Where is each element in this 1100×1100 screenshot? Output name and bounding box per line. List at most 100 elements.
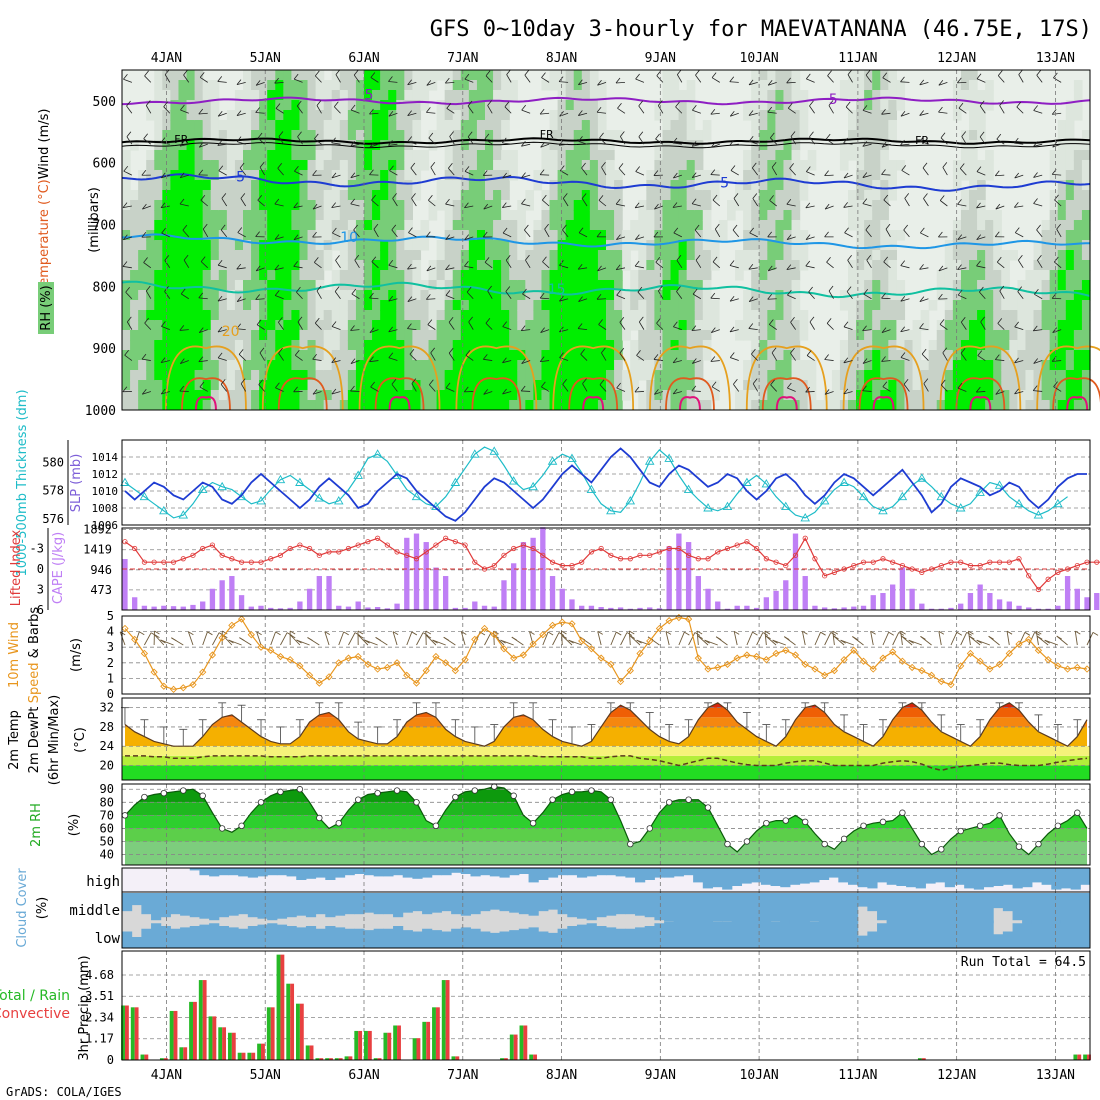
rh-cell <box>436 290 446 301</box>
rh-cell <box>694 350 704 361</box>
wind-barb <box>274 267 284 271</box>
rh-cell <box>783 310 793 321</box>
rh-cell <box>662 110 672 121</box>
temperature-contour <box>121 137 1091 145</box>
rh-cell <box>355 100 365 111</box>
wind-barb <box>809 100 814 107</box>
cape-bar <box>666 546 672 610</box>
rh-cell <box>928 300 938 311</box>
wind-speed-point <box>267 646 275 654</box>
rh-cell <box>799 260 809 271</box>
rh-cell <box>872 230 881 241</box>
wind-barb <box>180 288 186 295</box>
rh-cell <box>614 280 623 291</box>
rh-cell <box>380 80 389 91</box>
rh-cell <box>864 180 873 191</box>
rh-cell <box>622 370 631 381</box>
temperature-contour-warm <box>858 377 909 411</box>
rh-cell <box>960 80 970 91</box>
wind-barb <box>350 172 356 178</box>
rh-cell <box>436 250 446 261</box>
rh-cell <box>251 170 260 181</box>
rh-cell <box>888 300 897 311</box>
wind-barb <box>939 200 948 207</box>
rh-cell <box>412 240 422 251</box>
rh-cell <box>517 210 526 221</box>
wind-barb-10m <box>1035 631 1039 646</box>
rh-cell <box>267 330 276 341</box>
rh-cell <box>702 340 712 351</box>
rh-cell <box>146 220 155 231</box>
rh-cell <box>702 220 712 231</box>
rh-cell <box>372 320 381 331</box>
rh-cell <box>1081 170 1091 181</box>
rh-cell <box>694 150 704 161</box>
wind-barb <box>1052 143 1062 148</box>
wind-barb <box>1014 174 1024 179</box>
rh-cell <box>517 330 526 341</box>
rh-cell <box>501 160 510 171</box>
rh-cell <box>638 320 647 331</box>
rh-cell <box>323 90 333 101</box>
rh-cell <box>364 160 373 171</box>
wind-barb <box>388 264 398 269</box>
rh-cell <box>880 250 889 261</box>
rh-cell <box>412 300 422 311</box>
rh-cell <box>226 230 236 241</box>
rh-cell <box>178 350 188 361</box>
wind-barb-10m <box>870 630 876 635</box>
rh-cell <box>872 220 881 231</box>
rh-cell <box>493 400 502 411</box>
wind-barb <box>164 255 170 261</box>
rh-cell <box>452 120 462 131</box>
rh-cell <box>444 270 454 281</box>
rh-cell <box>460 300 470 311</box>
lifted-index-point <box>734 542 740 548</box>
rh-cell <box>565 200 575 211</box>
rh-cell <box>339 250 349 261</box>
rh-cell <box>436 70 446 81</box>
rh-cell <box>380 250 389 261</box>
rh-cell <box>573 120 583 131</box>
rh-cell <box>985 330 994 341</box>
wind-barb <box>217 298 227 302</box>
rh-cell <box>138 240 147 251</box>
rh-cell <box>525 200 534 211</box>
rh-cell <box>299 400 309 411</box>
wind-barb <box>710 360 720 362</box>
rh-cell <box>581 280 591 291</box>
contour-label: 20 <box>222 324 240 340</box>
rh-cell <box>993 360 1002 371</box>
rh-cell <box>960 140 970 151</box>
wind-barb-10m <box>976 639 982 644</box>
rh-cell <box>549 70 559 81</box>
rh-cell <box>170 210 180 221</box>
wind-barb <box>559 81 569 83</box>
rh-cell <box>493 330 502 341</box>
rh-cell <box>888 180 897 191</box>
wind-barb <box>1036 229 1043 238</box>
rh-cell <box>347 200 357 211</box>
rh-cell <box>952 100 962 111</box>
rh-cell <box>251 80 260 91</box>
wind-barb <box>388 110 394 117</box>
rh-cell <box>662 300 672 311</box>
rh-cell <box>944 280 954 291</box>
rh-cell <box>291 160 301 171</box>
rh-cell <box>694 210 704 221</box>
cape-bar <box>404 537 410 610</box>
rh-cell <box>460 350 470 361</box>
rh-cell <box>396 130 405 141</box>
wind-barb <box>255 231 260 237</box>
rh-cell <box>662 320 672 331</box>
rh-cell <box>501 260 510 271</box>
wind-speed-point <box>558 618 566 626</box>
rh-cell <box>251 330 260 341</box>
rh-cell <box>1049 170 1059 181</box>
cape-bar <box>1094 593 1100 610</box>
rh-cell <box>178 130 188 141</box>
cape-bar <box>1064 576 1071 610</box>
rh-cell <box>960 400 970 411</box>
rh-cell <box>791 370 801 381</box>
wind-barb <box>657 105 664 114</box>
